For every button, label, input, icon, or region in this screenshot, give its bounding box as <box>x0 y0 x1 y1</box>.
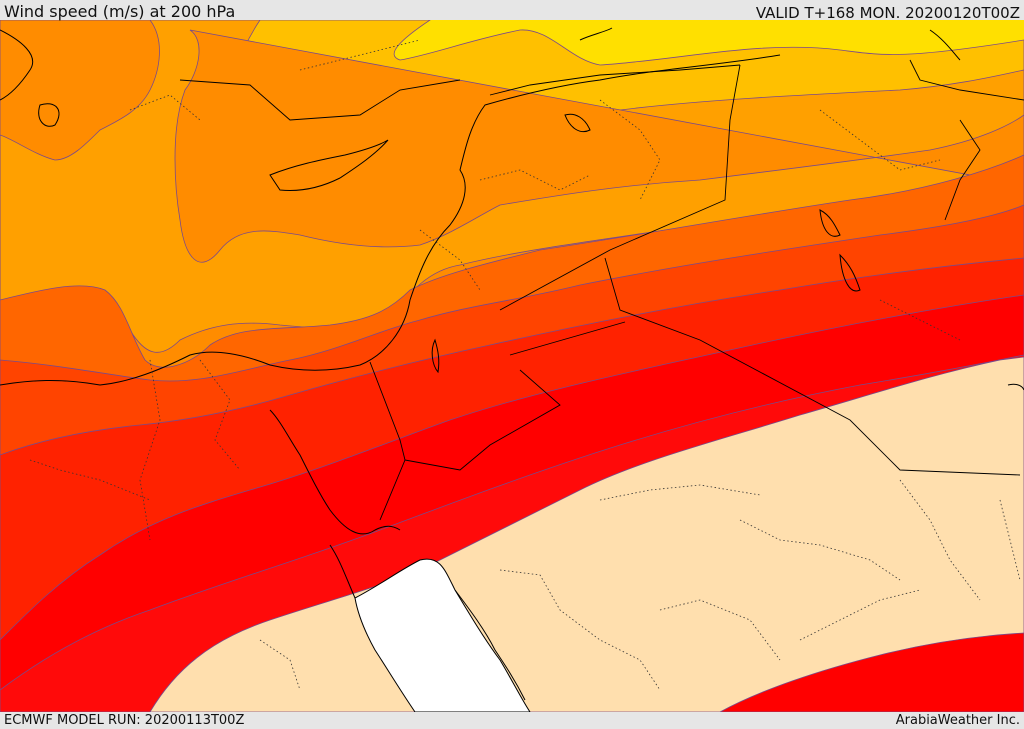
footer-bar: ECMWF MODEL RUN: 20200113T00Z ArabiaWeat… <box>0 712 1024 729</box>
model-run: ECMWF MODEL RUN: 20200113T00Z <box>4 713 245 728</box>
country-borders <box>179 59 1024 521</box>
valid-time: VALID T+168 MON. 20200120T00Z <box>755 4 1020 22</box>
credit: ArabiaWeather Inc. <box>895 713 1020 728</box>
coastlines <box>0 27 1024 701</box>
wind-speed-map <box>0 20 1024 712</box>
band-red-southeast <box>719 632 1024 712</box>
map-title: Wind speed (m/s) at 200 hPa <box>4 2 236 21</box>
red-sea <box>354 558 531 712</box>
province-borders <box>29 39 1021 691</box>
header-bar: Wind speed (m/s) at 200 hPa VALID T+168 … <box>0 0 1024 22</box>
